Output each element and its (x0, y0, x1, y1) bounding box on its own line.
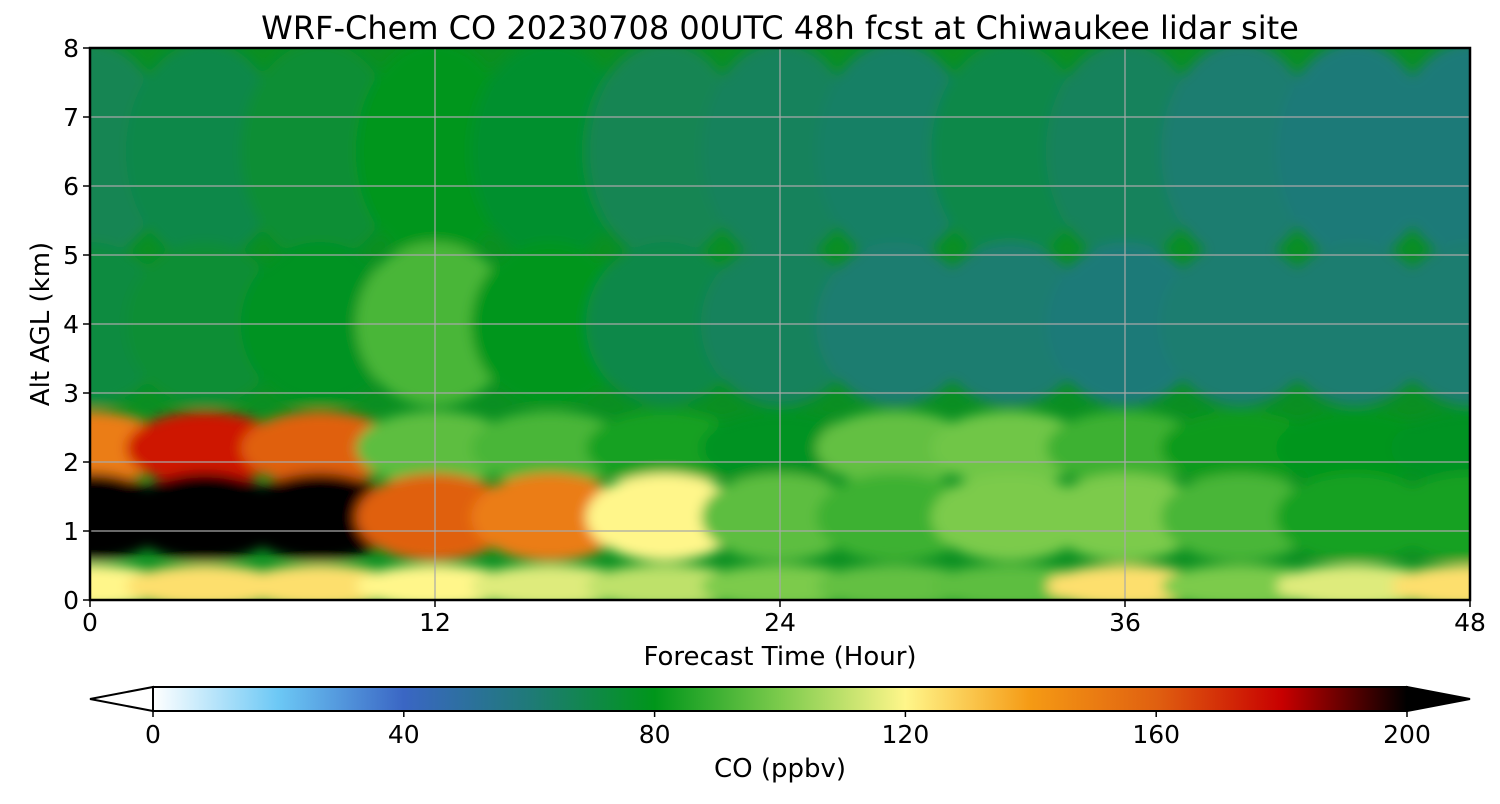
x-axis: 0 12 24 36 48 (82, 600, 1486, 637)
co-cell (931, 473, 1089, 562)
y-tick-label: 6 (63, 172, 79, 201)
chart-title: WRF-Chem CO 20230708 00UTC 48h fcst at C… (261, 9, 1299, 47)
y-tick-label: 3 (63, 379, 79, 408)
colorbar-min-extend (89, 685, 154, 713)
co-cell (126, 411, 284, 486)
y-axis: 0 1 2 3 4 5 6 7 8 (63, 34, 90, 615)
colorbar-tick-label: 120 (882, 720, 930, 749)
colorbar-tick-label: 40 (388, 720, 420, 749)
colorbar-tick-label: 160 (1132, 720, 1180, 749)
y-tick-label: 2 (63, 448, 79, 477)
y-tick-label: 4 (63, 310, 79, 339)
co-field (90, 48, 1470, 600)
co-cell (1391, 473, 1470, 562)
x-tick-label: 12 (419, 608, 451, 637)
colorbar: 0 40 80 120 160 200 (89, 685, 1471, 749)
co-cell (586, 411, 744, 486)
co-cell (471, 48, 629, 261)
x-tick-label: 36 (1109, 608, 1141, 637)
y-tick-label: 1 (63, 517, 79, 546)
y-axis-label: Alt AGL (km) (26, 242, 56, 406)
grid-lines (90, 48, 1470, 600)
co-cell (1391, 48, 1470, 261)
co-cell (126, 473, 284, 562)
co-cell (931, 411, 1089, 486)
co-cell (931, 48, 1089, 261)
y-tick-label: 0 (63, 586, 79, 615)
co-cell (471, 473, 629, 562)
co-cell (1161, 473, 1319, 562)
co-cell (241, 48, 399, 261)
co-cell (1276, 48, 1434, 261)
co-cell (1391, 564, 1470, 600)
co-cell (586, 473, 744, 562)
colorbar-tick-label: 200 (1383, 720, 1431, 749)
x-tick-label: 24 (764, 608, 796, 637)
colorbar-tick-label: 80 (639, 720, 671, 749)
co-cell (126, 48, 284, 261)
colorbar-tick-label: 0 (145, 720, 161, 749)
x-axis-label: Forecast Time (Hour) (643, 642, 916, 672)
colorbar-max-extend (1406, 685, 1471, 713)
y-tick-label: 8 (63, 34, 79, 63)
colorbar-bar (152, 686, 1408, 712)
co-cell (1161, 48, 1319, 261)
co-cell (1276, 411, 1434, 486)
co-cell (586, 48, 744, 261)
colorbar-ticks: 0 40 80 120 160 200 (145, 711, 1431, 749)
plot-area (90, 48, 1470, 600)
co-cell (816, 473, 974, 562)
x-tick-label: 0 (82, 608, 98, 637)
co-cell (1276, 473, 1434, 562)
co-cell (816, 48, 974, 261)
co-cell (241, 411, 399, 486)
colorbar-label: CO (ppbv) (714, 754, 846, 784)
co-cell (241, 473, 399, 562)
x-tick-label: 48 (1454, 608, 1486, 637)
co-cell (1161, 411, 1319, 486)
y-tick-label: 5 (63, 241, 79, 270)
co-cell (471, 411, 629, 486)
y-tick-label: 7 (63, 103, 79, 132)
co-cell (816, 411, 974, 486)
co-cell (1391, 411, 1470, 486)
